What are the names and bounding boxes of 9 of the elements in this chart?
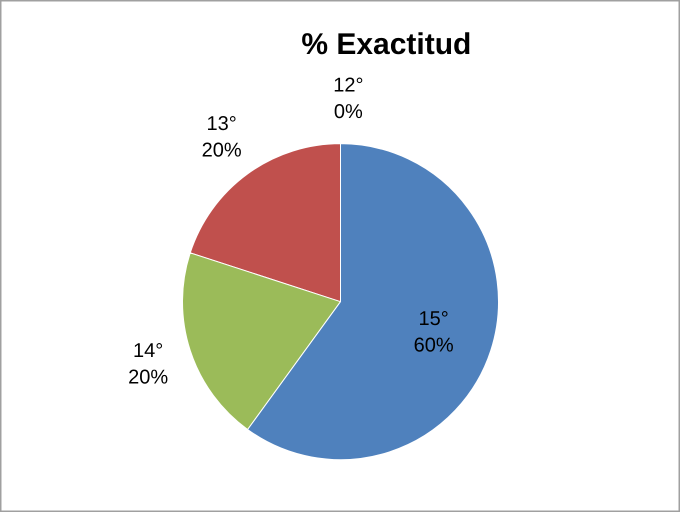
chart-title: % Exactitud [301, 28, 472, 62]
text: 0% [334, 100, 363, 123]
data-label: 20% [128, 366, 168, 389]
slice-label: 15° [418, 308, 449, 330]
slice-label: 13° [206, 113, 237, 136]
data-label: 60% [414, 334, 454, 356]
data-label: 20% [202, 140, 242, 162]
category-label: 12° [333, 74, 364, 96]
slice-label: 14° [133, 340, 164, 362]
